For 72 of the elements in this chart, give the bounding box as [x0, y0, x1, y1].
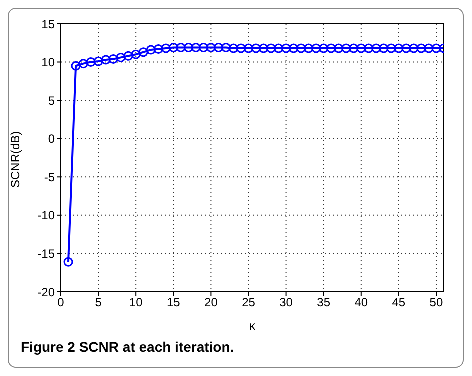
y-tick-label: -5: [44, 170, 56, 184]
y-axis-title: SCNR(dB): [8, 131, 22, 188]
point: [228, 44, 238, 54]
point: [101, 55, 111, 65]
point: [198, 42, 208, 52]
point: [86, 58, 96, 68]
point: [372, 44, 382, 54]
point: [379, 44, 389, 54]
y-tick-label: -15: [38, 246, 56, 261]
point: [146, 45, 156, 55]
point: [124, 51, 134, 61]
point: [244, 44, 254, 54]
point: [206, 42, 216, 52]
point: [138, 48, 148, 58]
x-tick-label: 5: [95, 296, 102, 310]
point: [312, 44, 322, 54]
point: [334, 44, 344, 54]
point: [131, 50, 141, 60]
x-tick-label: 15: [166, 296, 181, 310]
point: [274, 44, 284, 54]
point: [342, 44, 352, 54]
caption: Figure 2 SCNR at each iteration.: [21, 339, 234, 355]
point: [259, 44, 269, 54]
point: [94, 56, 104, 66]
x-tick-label: 0: [58, 296, 65, 310]
point: [424, 44, 434, 54]
point: [409, 44, 419, 54]
point: [71, 61, 81, 71]
point: [108, 54, 118, 64]
x-tick-label: 20: [204, 296, 218, 310]
x-tick-label: 50: [430, 296, 444, 310]
point: [236, 44, 246, 54]
point: [78, 59, 88, 69]
x-tick-label: 35: [317, 296, 331, 310]
point: [432, 44, 442, 54]
y-tick-label: 0: [48, 132, 56, 146]
x-axis-title: κ: [250, 319, 256, 333]
x-tick-label: 40: [354, 296, 368, 310]
point: [304, 44, 314, 54]
point: [161, 44, 171, 54]
point: [154, 44, 164, 54]
point: [394, 44, 404, 54]
x-tick-label: 30: [280, 296, 294, 310]
point: [116, 52, 126, 62]
y-tick-label: -20: [38, 285, 56, 300]
point: [176, 42, 186, 52]
x-tick-label: 10: [129, 296, 144, 310]
point: [184, 42, 194, 52]
y-tick-label: -10: [38, 208, 56, 223]
point: [266, 44, 276, 54]
point: [296, 44, 306, 54]
y-tick-label: 10: [42, 56, 56, 70]
x-tick-label: 25: [242, 296, 256, 310]
point: [349, 44, 359, 54]
point: [402, 44, 412, 54]
point: [282, 44, 292, 54]
point: [356, 44, 366, 54]
point: [364, 44, 374, 54]
point: [214, 42, 224, 52]
y-tick-label: 15: [42, 17, 56, 32]
point: [319, 44, 329, 54]
point: [416, 44, 426, 54]
point: [64, 257, 74, 267]
point: [326, 44, 336, 54]
x-tick-label: 45: [392, 296, 406, 310]
point: [168, 42, 178, 52]
point: [386, 44, 396, 54]
point: [252, 44, 262, 54]
point: [221, 42, 231, 52]
y-tick-label: 5: [48, 94, 56, 108]
point: [289, 44, 299, 54]
point: [191, 42, 201, 52]
